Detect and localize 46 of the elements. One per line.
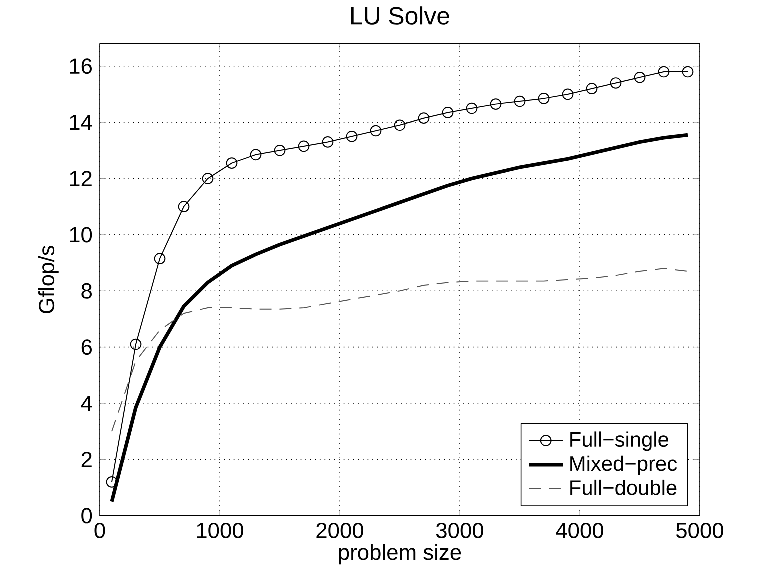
point [658, 66, 670, 78]
point [634, 72, 646, 84]
point [442, 107, 454, 118]
y-tick-label: 8 [82, 283, 92, 299]
point [610, 78, 622, 89]
point [154, 253, 166, 265]
point [274, 145, 286, 156]
y-tick-label: 6 [82, 340, 92, 356]
y-tick-label: 0 [82, 508, 92, 524]
y-tick-label: 10 [70, 227, 92, 243]
point [178, 201, 190, 213]
point [130, 338, 142, 350]
x-tick-label: 4000 [556, 523, 604, 539]
y-tick-label: 2 [82, 452, 92, 468]
y-tick-label: 14 [70, 115, 92, 130]
point [298, 140, 310, 152]
y-axis-title: Gflop/s [38, 246, 59, 314]
y-tick-label: 16 [70, 58, 92, 74]
point [538, 93, 550, 104]
x-tick-label: 2000 [316, 523, 364, 539]
point [514, 96, 526, 108]
chart-title: LU Solve [352, 6, 450, 25]
point [682, 66, 694, 78]
point [370, 125, 382, 137]
point [562, 88, 574, 100]
legend-label: Full−single [570, 432, 669, 452]
legend-label: Mixed−prec [570, 456, 678, 476]
point [490, 98, 502, 110]
x-tick-label: 1000 [197, 523, 244, 539]
y-tick-label: 12 [70, 171, 92, 186]
point [226, 158, 238, 170]
x-tick-label: 3000 [436, 523, 484, 539]
point [346, 130, 358, 142]
point [202, 173, 214, 184]
point [466, 102, 478, 114]
point [250, 149, 262, 161]
point [586, 83, 598, 95]
x-tick-label: 0 [94, 523, 106, 539]
point [418, 112, 430, 124]
x-axis-title: problem size [339, 544, 462, 565]
legend-label: Full−double [570, 480, 677, 496]
point [106, 476, 118, 488]
point [394, 120, 406, 132]
y-tick-label: 4 [81, 396, 92, 412]
x-tick-label: 5000 [676, 523, 724, 539]
point [322, 136, 334, 148]
